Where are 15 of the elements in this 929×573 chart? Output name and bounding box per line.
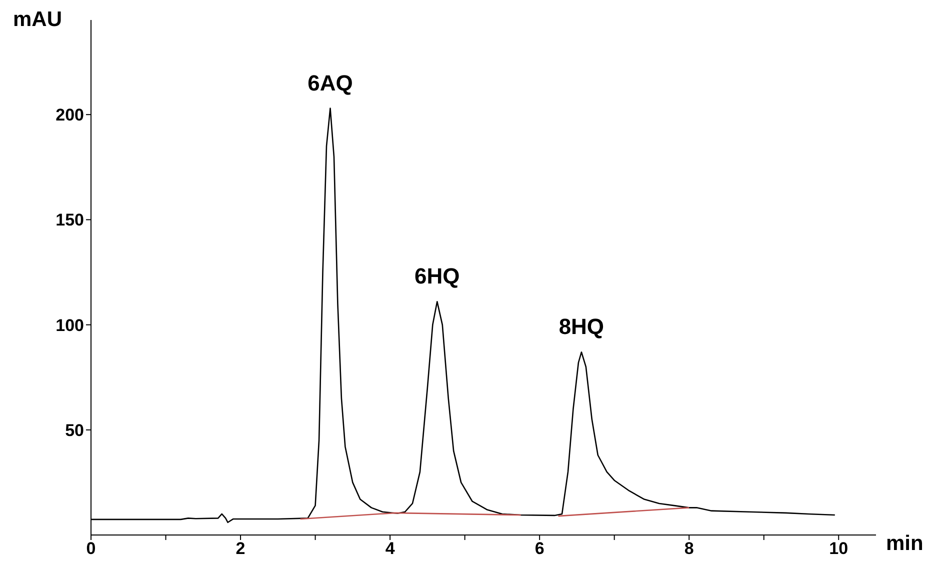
- y-tick-label: 50: [65, 420, 84, 440]
- x-tick-label: 0: [86, 539, 96, 558]
- x-tick-label: 6: [534, 539, 544, 558]
- annotation: 6AQ: [308, 70, 353, 96]
- annotation: 8HQ: [558, 314, 604, 340]
- y-axis-title: mAU: [13, 8, 62, 32]
- x-tick-label: 4: [385, 539, 396, 558]
- annotation: 6HQ: [414, 264, 460, 289]
- y-tick-label: 200: [56, 106, 84, 125]
- x-axis-title: min: [886, 532, 924, 556]
- y-tick-label: 150: [56, 210, 84, 230]
- y-tick-label: 100: [56, 316, 84, 335]
- x-tick-label: 10: [829, 539, 848, 558]
- x-tick-label: 8: [684, 539, 694, 558]
- x-tick-label: 2: [236, 539, 246, 558]
